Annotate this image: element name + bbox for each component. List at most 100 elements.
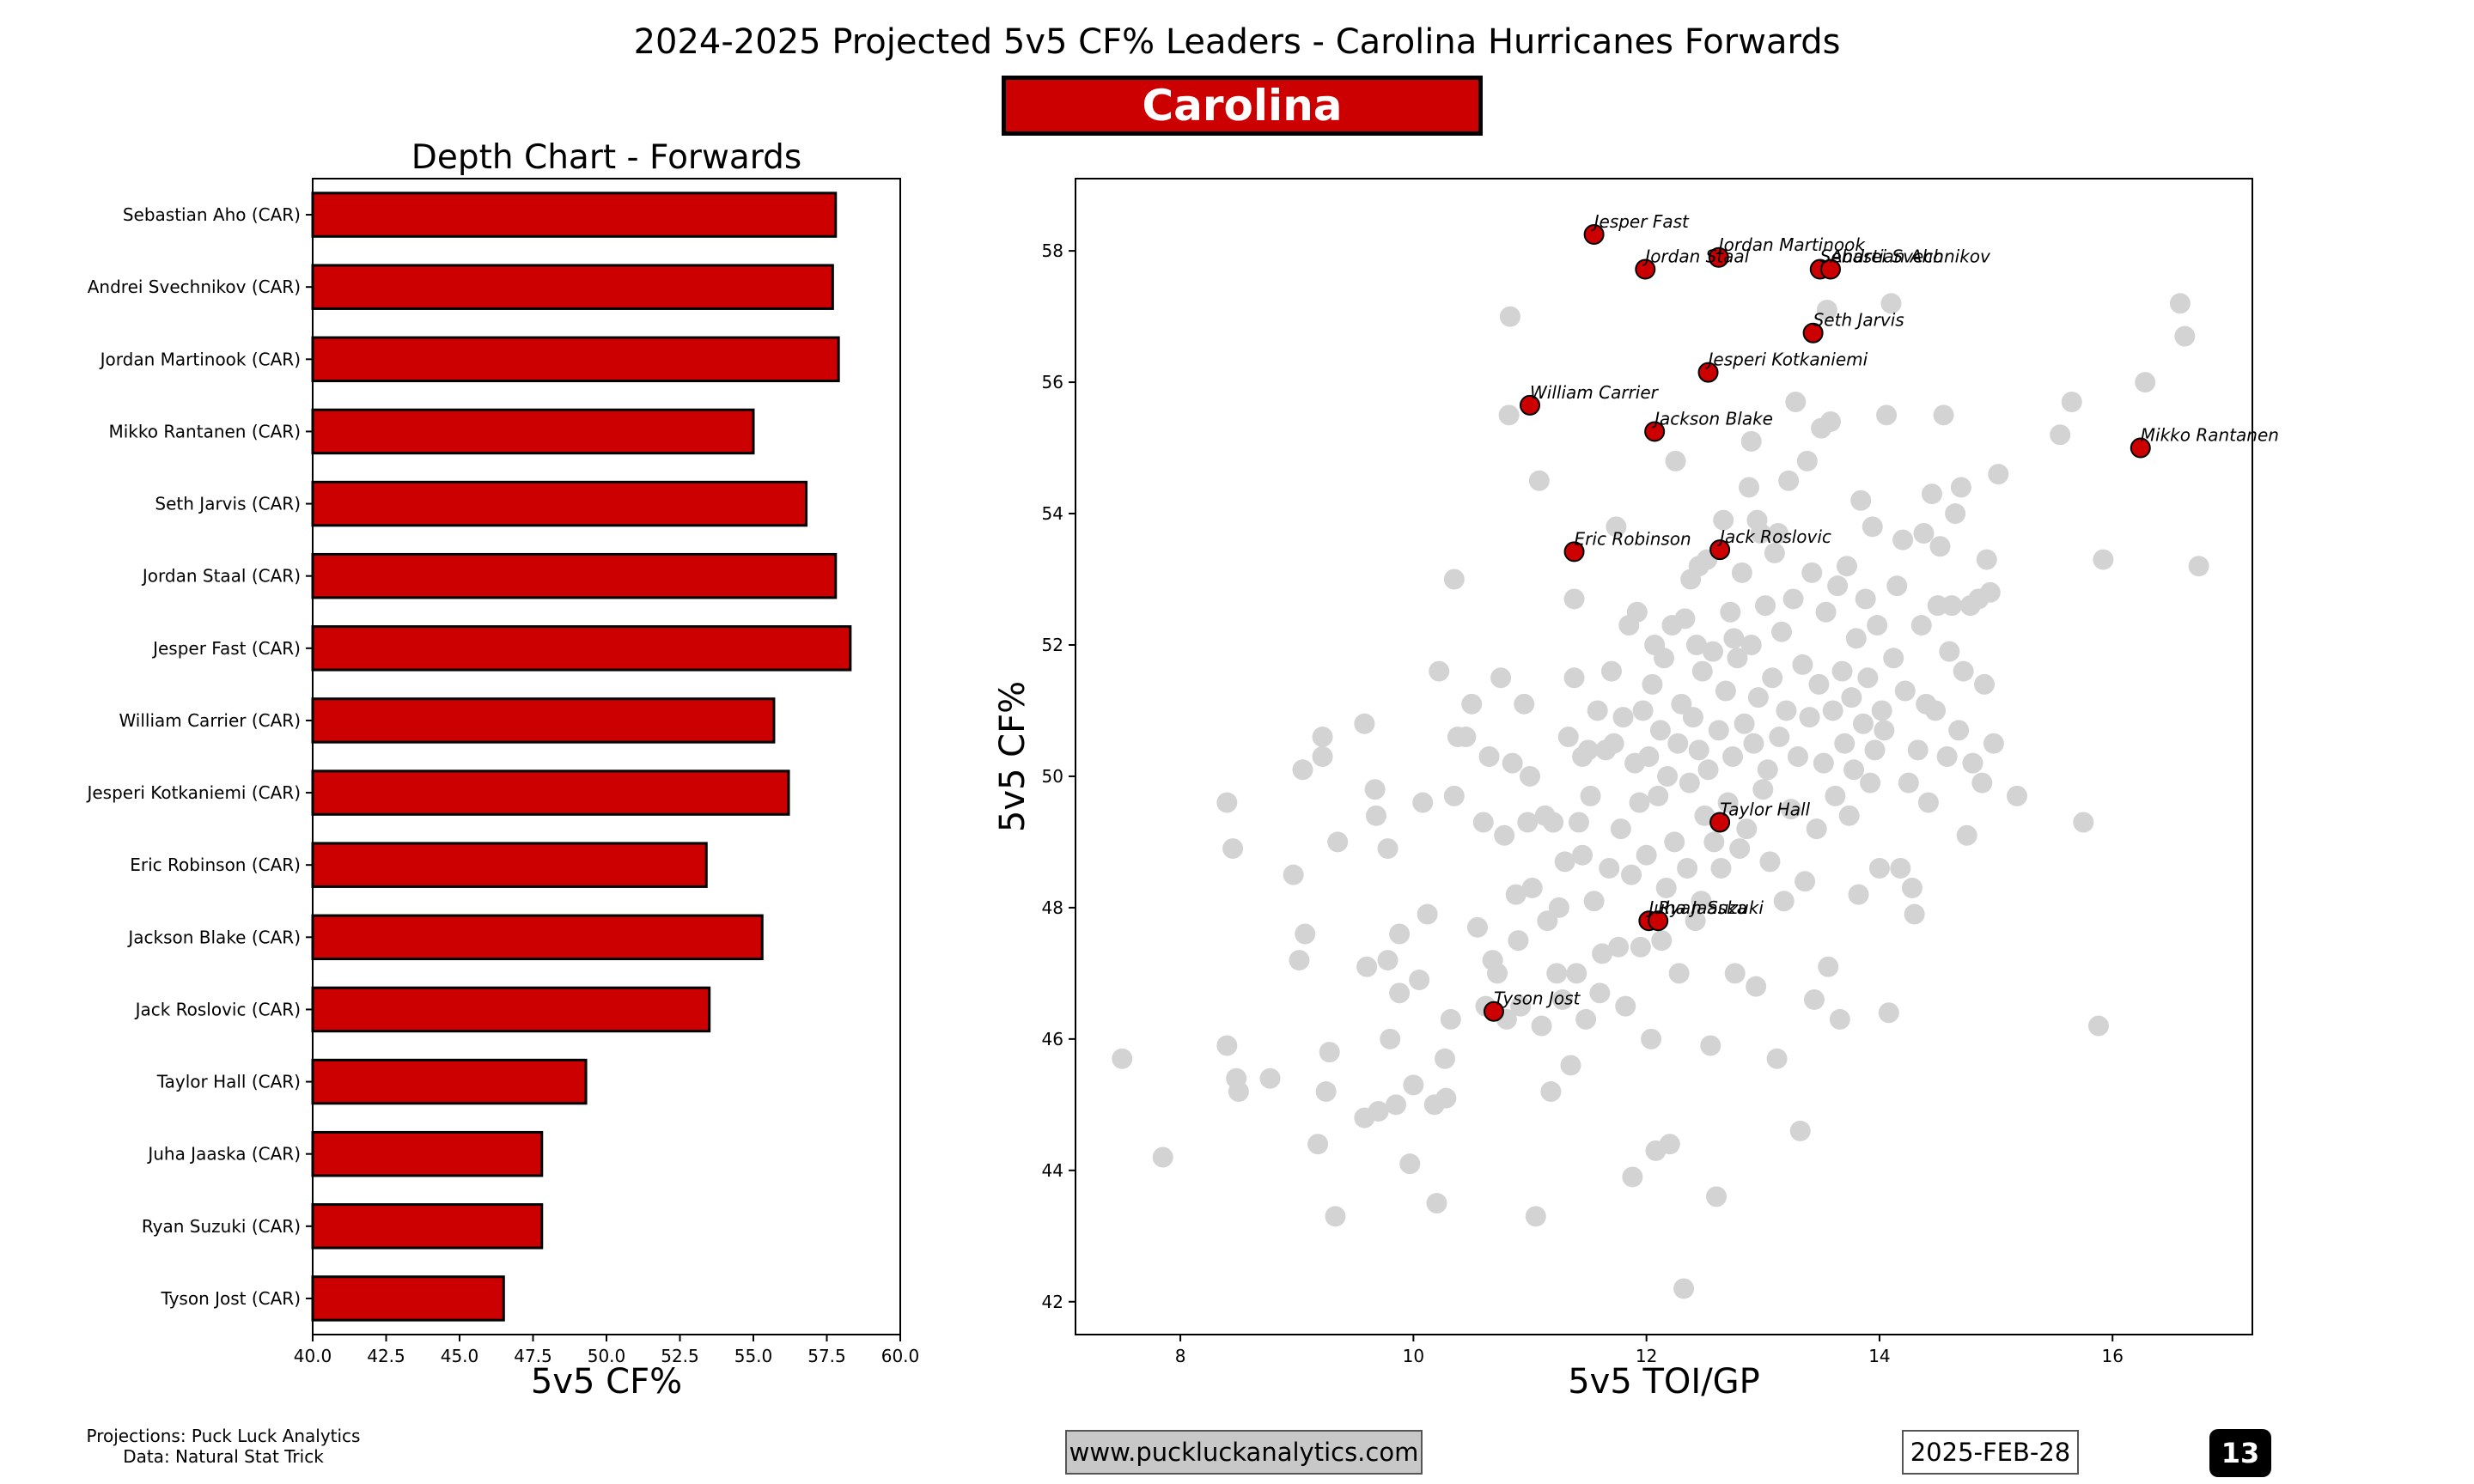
bar-x-tick-label: 52.5	[661, 1346, 699, 1366]
league-player-point	[1747, 687, 1769, 709]
league-player-point	[1752, 779, 1774, 800]
league-player-point	[1780, 799, 1801, 820]
league-player-point	[1769, 727, 1790, 748]
scatter-x-tick-label: 12	[1636, 1346, 1657, 1366]
team-player-point	[1819, 258, 1841, 280]
league-player-point	[1568, 812, 1589, 833]
bar-x-tick-label: 42.5	[367, 1346, 405, 1366]
league-player-point	[1983, 733, 2004, 754]
league-player-point	[1782, 588, 1804, 610]
bar-category-label: Andrei Svechnikov (CAR)	[88, 277, 301, 297]
league-player-point	[1901, 877, 1923, 898]
credits-data-source: Data: Natural Stat Trick	[123, 1446, 324, 1467]
team-player-point	[1648, 910, 1669, 932]
league-player-point	[1440, 1008, 1461, 1030]
team-player-point	[2130, 437, 2151, 459]
team-player-point	[1709, 812, 1731, 833]
league-player-point	[1831, 660, 1853, 682]
bar	[311, 264, 834, 310]
league-player-point	[1498, 404, 1520, 426]
bar	[311, 480, 808, 527]
league-player-point	[2007, 785, 2027, 806]
league-player-point	[1659, 1134, 1680, 1155]
team-player-point	[1563, 541, 1585, 563]
league-player-point	[1936, 746, 1958, 767]
bar-x-tick-label: 55.0	[734, 1346, 773, 1366]
league-player-point	[1979, 581, 2001, 603]
league-player-point	[1808, 673, 1830, 695]
league-player-point	[1819, 411, 1841, 432]
league-player-point	[1629, 792, 1650, 813]
league-player-point	[1729, 838, 1751, 860]
league-player-point	[1976, 549, 1997, 570]
league-player-point	[1563, 588, 1585, 610]
league-player-point	[1904, 903, 1925, 925]
league-player-point	[1319, 1042, 1340, 1063]
league-player-point	[1354, 713, 1375, 734]
league-player-point	[1499, 306, 1520, 327]
league-player-point	[1641, 1028, 1662, 1049]
league-player-point	[1898, 772, 1919, 794]
league-player-point	[1806, 818, 1827, 840]
footer-credits: Projections: Puck Luck Analytics Data: N…	[77, 1426, 369, 1467]
league-player-point	[1778, 470, 1800, 491]
page-number-badge: 13	[2209, 1429, 2271, 1477]
league-player-point	[1228, 1081, 1249, 1103]
team-player-label: Juha Jaaska	[1645, 897, 1747, 918]
team-player-label: Mikko Rantanen	[2141, 425, 2279, 446]
league-player-point	[2061, 392, 2082, 413]
bar	[311, 1203, 544, 1250]
league-player-point	[1910, 615, 1932, 636]
league-player-point	[1399, 1153, 1421, 1175]
bar-category-label: Jackson Blake (CAR)	[126, 927, 301, 947]
league-player-point	[1514, 693, 1535, 715]
scatter-y-tick-label: 44	[1042, 1160, 1063, 1181]
bar-x-tick-label: 50.0	[588, 1346, 626, 1366]
scatter-chart-frame	[1075, 178, 2253, 1335]
league-player-point	[2087, 1015, 2109, 1037]
league-player-point	[1925, 700, 1947, 721]
chart-title: 2024-2025 Projected 5v5 CF% Leaders - Ca…	[633, 22, 1841, 62]
team-player-label: Jesperi Kotkaniemi	[1705, 350, 1868, 370]
league-player-point	[1697, 759, 1719, 781]
league-player-point	[1907, 739, 1929, 761]
league-player-point	[1700, 1035, 1721, 1056]
league-player-point	[1494, 824, 1515, 846]
bar	[311, 697, 776, 744]
league-player-point	[1295, 923, 1316, 945]
league-player-point	[1525, 1206, 1546, 1227]
team-player-point	[1635, 258, 1656, 280]
team-player-label: Tyson Jost	[1494, 988, 1581, 1009]
league-player-point	[1822, 700, 1843, 721]
league-player-point	[1702, 641, 1723, 662]
league-player-point	[1771, 621, 1792, 642]
league-player-point	[1759, 851, 1781, 873]
bar-x-tick-label: 57.5	[807, 1346, 846, 1366]
league-player-point	[1403, 1074, 1424, 1096]
league-player-point	[1886, 575, 1908, 597]
team-player-point	[1709, 539, 1731, 561]
league-player-point	[1677, 858, 1698, 879]
league-player-point	[1259, 1067, 1281, 1089]
bar-x-tick-label: 45.0	[441, 1346, 479, 1366]
league-player-point	[1386, 1094, 1407, 1116]
league-player-point	[1557, 727, 1579, 748]
league-player-point	[1655, 877, 1677, 898]
league-player-point	[1665, 450, 1686, 471]
league-player-point	[1688, 739, 1709, 761]
team-player-label: Seth Jarvis	[1813, 310, 1904, 331]
league-player-point	[1764, 542, 1785, 563]
team-player-point	[1583, 224, 1605, 246]
league-player-point	[1651, 930, 1673, 952]
league-player-point	[1540, 1081, 1562, 1103]
league-player-point	[1715, 680, 1736, 702]
league-player-point	[1953, 660, 1974, 682]
league-player-point	[1746, 509, 1768, 531]
league-player-point	[1724, 963, 1746, 984]
league-player-point	[1443, 569, 1465, 590]
league-player-point	[1818, 956, 1839, 977]
league-player-point	[1478, 746, 1500, 767]
league-player-point	[1621, 864, 1642, 885]
league-player-point	[2169, 293, 2191, 314]
